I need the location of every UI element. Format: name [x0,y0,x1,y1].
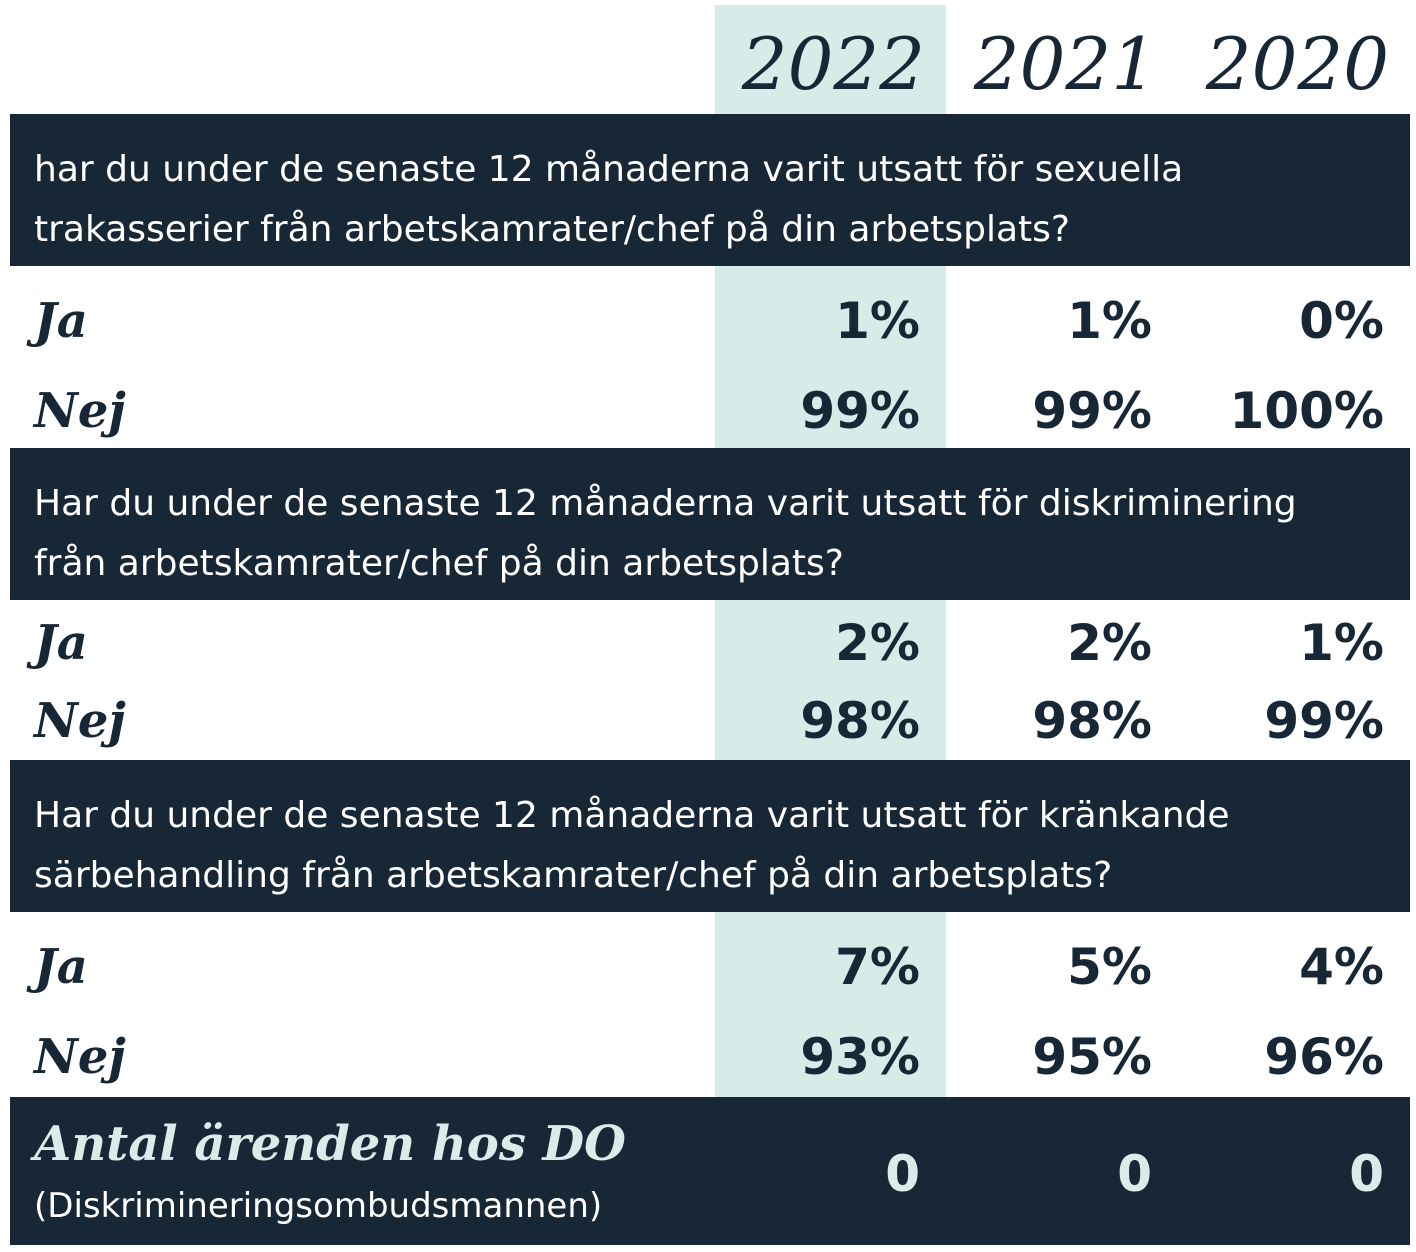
cell-value: 98% [1032,692,1152,750]
cell-value: 93% [800,1028,920,1086]
cell-value: 1% [1299,614,1384,672]
do-cases-title: Antal ärenden hos DO [34,1116,626,1172]
row-label-ja: Ja [34,615,88,671]
row-label-nej: Nej [34,693,126,749]
do-cases-subtitle: (Diskrimineringsombudsmannen) [34,1186,603,1226]
cell-value: 2% [835,614,920,672]
column-header-2020: 2020 [1205,22,1389,106]
column-header-2022: 2022 [741,22,925,106]
cell-value: 99% [800,382,920,440]
column-header-2021: 2021 [973,22,1157,106]
do-cases-value: 0 [1117,1145,1152,1203]
cell-value: 1% [835,292,920,350]
cell-value: 2% [1067,614,1152,672]
cell-value: 99% [1264,692,1384,750]
question-text-3: Har du under de senaste 12 månaderna var… [34,795,1230,896]
question-band-2: Har du under de senaste 12 månaderna var… [10,448,1410,600]
cell-value: 98% [800,692,920,750]
cell-value: 96% [1264,1028,1384,1086]
question-band-1: har du under de senaste 12 månaderna var… [10,114,1410,266]
row-label-ja: Ja [34,293,88,349]
do-cases-value: 0 [1349,1145,1384,1203]
row-label-nej: Nej [34,383,126,439]
cell-value: 1% [1067,292,1152,350]
question-text-1: har du under de senaste 12 månaderna var… [34,149,1184,250]
cell-value: 95% [1032,1028,1152,1086]
do-cases-value: 0 [885,1145,920,1203]
cell-value: 4% [1299,938,1384,996]
cell-value: 0% [1299,292,1384,350]
do-cases-band: Antal ärenden hos DO (Diskrimineringsomb… [10,1097,1410,1245]
cell-value: 99% [1032,382,1152,440]
question-text-2: Har du under de senaste 12 månaderna var… [34,483,1297,584]
cell-value: 5% [1067,938,1152,996]
cell-value: 7% [835,938,920,996]
row-label-ja: Ja [34,939,88,995]
row-label-nej: Nej [34,1029,126,1085]
cell-value: 100% [1229,382,1384,440]
question-band-3: Har du under de senaste 12 månaderna var… [10,760,1410,912]
